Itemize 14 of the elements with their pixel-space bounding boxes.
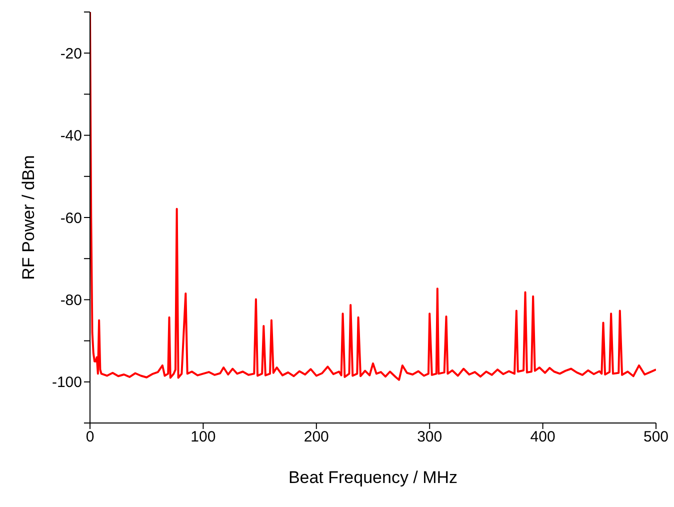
x-tick-label: 500 xyxy=(643,428,669,446)
x-tick-label: 300 xyxy=(417,428,442,446)
x-tick-label: 200 xyxy=(304,428,329,446)
y-tick-label: -40 xyxy=(60,128,82,145)
x-tick-label: 400 xyxy=(530,428,556,446)
y-tick-label: -20 xyxy=(60,45,82,62)
x-tick-label: 100 xyxy=(190,428,216,446)
y-tick-label: -80 xyxy=(60,292,82,310)
y-tick-label: -60 xyxy=(60,210,82,227)
y-axis-title: RF Power / dBm xyxy=(19,155,38,280)
line-series xyxy=(90,12,656,381)
y-tick-label: -100 xyxy=(52,374,82,392)
x-axis-title: Beat Frequency / MHz xyxy=(288,468,458,487)
x-tick-label: 0 xyxy=(86,428,94,446)
